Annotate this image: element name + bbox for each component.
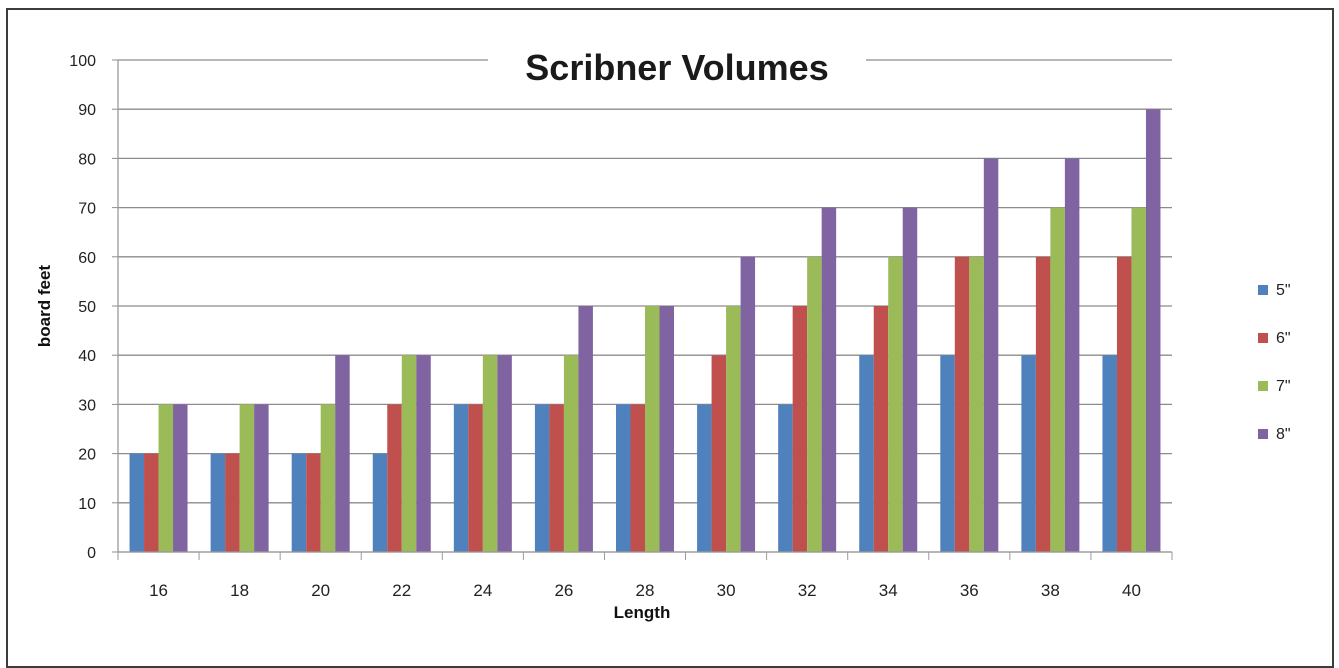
legend-label: 6": [1276, 330, 1291, 347]
bar: [778, 404, 793, 552]
bar: [1131, 207, 1146, 552]
bar: [888, 256, 903, 552]
y-axis-label: board feet: [35, 265, 54, 348]
y-tick-label: 80: [78, 151, 96, 168]
y-tick-label: 0: [87, 545, 96, 562]
x-tick-label: 20: [311, 581, 330, 600]
x-tick-label: 32: [798, 581, 817, 600]
bar: [158, 404, 174, 552]
y-tick-label: 20: [78, 447, 96, 464]
bar: [563, 355, 579, 552]
bar: [1035, 256, 1051, 552]
legend-label: 8": [1276, 426, 1291, 443]
bar: [711, 355, 727, 552]
bar: [1102, 355, 1117, 552]
x-tick-label: 30: [717, 581, 736, 600]
bar: [1145, 109, 1161, 552]
legend-swatch: [1258, 429, 1268, 439]
y-tick-label: 10: [78, 496, 96, 513]
bar: [239, 404, 255, 552]
x-tick-label: 38: [1041, 581, 1060, 600]
bar: [387, 404, 402, 552]
x-tick-label: 18: [230, 581, 249, 600]
title-background: [488, 50, 866, 92]
y-axis-ticks: 0 10 20 30 40 50 60 70 80 90 100: [69, 53, 96, 562]
bar: [983, 158, 999, 552]
bar: [401, 355, 417, 552]
x-tick-label: 36: [960, 581, 979, 600]
bar: [1064, 158, 1080, 552]
x-tick-label: 34: [879, 581, 898, 600]
bar: [645, 306, 660, 552]
bar: [740, 256, 756, 552]
bar: [616, 404, 631, 552]
bar: [468, 404, 483, 552]
x-tick-label: 22: [392, 581, 411, 600]
y-tick-label: 30: [78, 397, 96, 414]
legend-swatch: [1258, 333, 1268, 343]
y-tick-label: 90: [78, 102, 96, 119]
bar: [859, 355, 874, 552]
bars: [129, 109, 1161, 552]
bar: [821, 207, 837, 552]
bar: [726, 306, 741, 552]
bar: [144, 453, 159, 552]
bar: [1021, 355, 1036, 552]
bar: [807, 256, 822, 552]
legend-label: 7": [1276, 378, 1291, 395]
x-axis: [117, 551, 1173, 560]
x-tick-label: 28: [636, 581, 655, 600]
bar: [534, 404, 550, 552]
bar: [954, 256, 970, 552]
bar: [482, 355, 498, 552]
bar: [697, 404, 712, 552]
bar: [969, 256, 984, 552]
bar: [1050, 207, 1065, 552]
legend-swatch: [1258, 381, 1268, 391]
bar: [940, 355, 955, 552]
y-tick-label: 60: [78, 250, 96, 267]
bar: [549, 404, 564, 552]
bar: [453, 404, 469, 552]
bar: [792, 306, 808, 552]
bar: [873, 306, 889, 552]
x-tick-label: 40: [1122, 581, 1141, 600]
bar: [497, 355, 512, 552]
x-axis-label: Length: [614, 603, 671, 622]
bar: [1116, 256, 1132, 552]
bar: [129, 453, 145, 552]
x-tick-label: 26: [554, 581, 573, 600]
bar: [320, 404, 336, 552]
bar: [659, 306, 674, 552]
legend-swatch: [1258, 285, 1268, 295]
bar: [173, 404, 188, 552]
bar: [210, 453, 226, 552]
x-tick-label: 16: [149, 581, 168, 600]
bar: [578, 306, 593, 552]
bar: [335, 355, 350, 552]
legend-label: 5": [1276, 282, 1291, 299]
bar: [630, 404, 645, 552]
bar: [291, 453, 307, 552]
chart-title: Scribner Volumes: [525, 47, 828, 88]
bar: [254, 404, 269, 552]
bar: [372, 453, 388, 552]
bar: [225, 453, 240, 552]
bar: [416, 355, 431, 552]
bar: [306, 453, 321, 552]
bar: [902, 207, 918, 552]
x-axis-ticks: 16 18 20 22 24 26 28 30 32 34 36 38 40: [149, 581, 1141, 600]
x-tick-label: 24: [473, 581, 492, 600]
y-tick-label: 70: [78, 201, 96, 218]
legend: 5" 6" 7" 8": [1258, 282, 1291, 443]
y-tick-label: 50: [78, 299, 96, 316]
y-tick-label: 40: [78, 348, 96, 365]
y-tick-label: 100: [69, 53, 96, 70]
